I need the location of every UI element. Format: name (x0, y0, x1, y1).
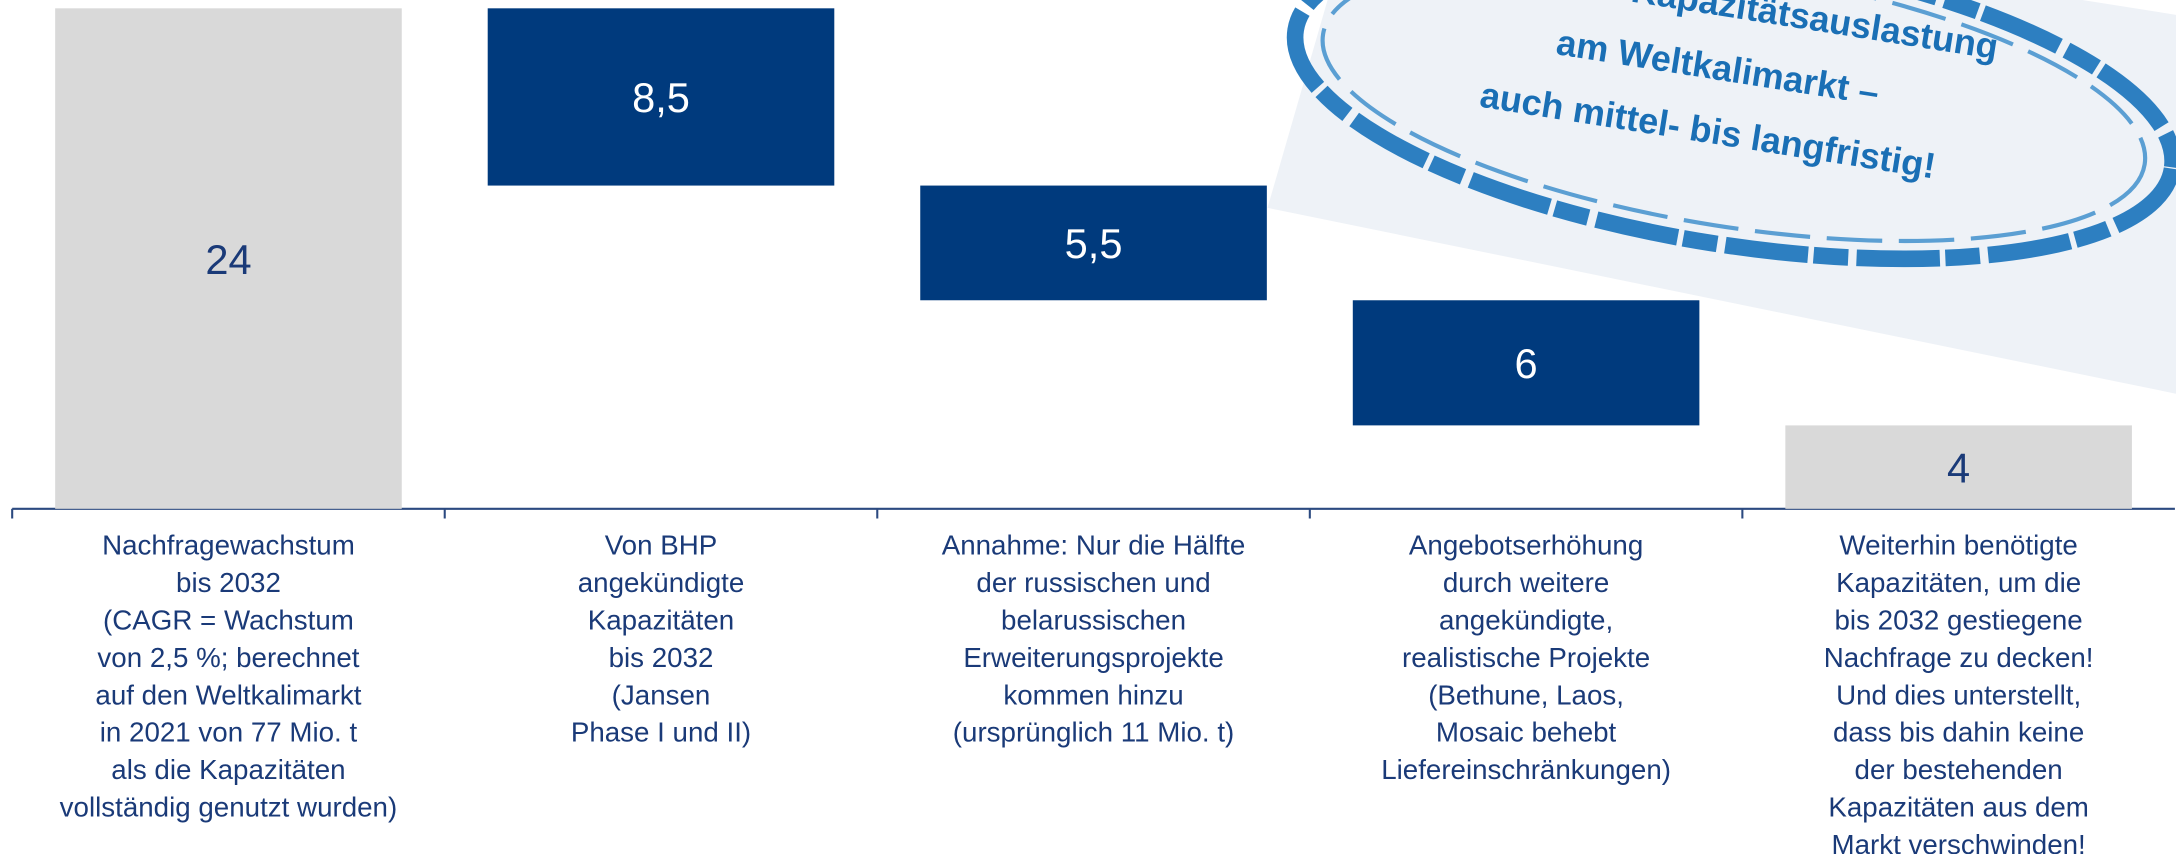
x-label-box: Angebotserhöhung durch weitere angekündi… (1381, 530, 1671, 787)
value-label: 24 (205, 236, 251, 283)
value-label: 6 (1515, 340, 1538, 387)
bar (487, 8, 835, 186)
bar (920, 185, 1267, 301)
x-tick-label: Nachfragewachstum bis 2032 (CAGR = Wachs… (59, 530, 398, 824)
x-tick-label: Weiterhin benötigte Kapazitäten, um die … (1823, 530, 2094, 854)
x-label-box: Von BHP angekündigte Kapazitäten bis 203… (570, 530, 752, 749)
bar (55, 8, 402, 509)
value-label: 4 (1947, 444, 1970, 491)
stamp: Attraktive Kapazitätsauslastung am Weltk… (1267, 0, 2176, 395)
x-tick-label: Angebotserhöhung durch weitere angekündi… (1381, 530, 1671, 787)
value-label: 8,5 (632, 74, 690, 121)
x-label-box: Annahme: Nur die Hälfte der russischen u… (941, 530, 1246, 749)
value-label: 5,5 (1065, 220, 1123, 267)
bar (1352, 300, 1700, 426)
plot: 24 Nachfragewachstum bis 2032 (CAGR = Wac… (11, 8, 2175, 854)
x-label-box: Nachfragewachstum bis 2032 (CAGR = Wachs… (59, 530, 398, 824)
x-tick-label: Von BHP angekündigte Kapazitäten bis 203… (570, 530, 752, 749)
bar (1785, 425, 2132, 509)
x-tick-label: Annahme: Nur die Hälfte der russischen u… (941, 530, 1246, 749)
stamp-ring-inner (1320, 0, 2148, 244)
x-label-box: Weiterhin benötigte Kapazitäten, um die … (1823, 530, 2094, 854)
